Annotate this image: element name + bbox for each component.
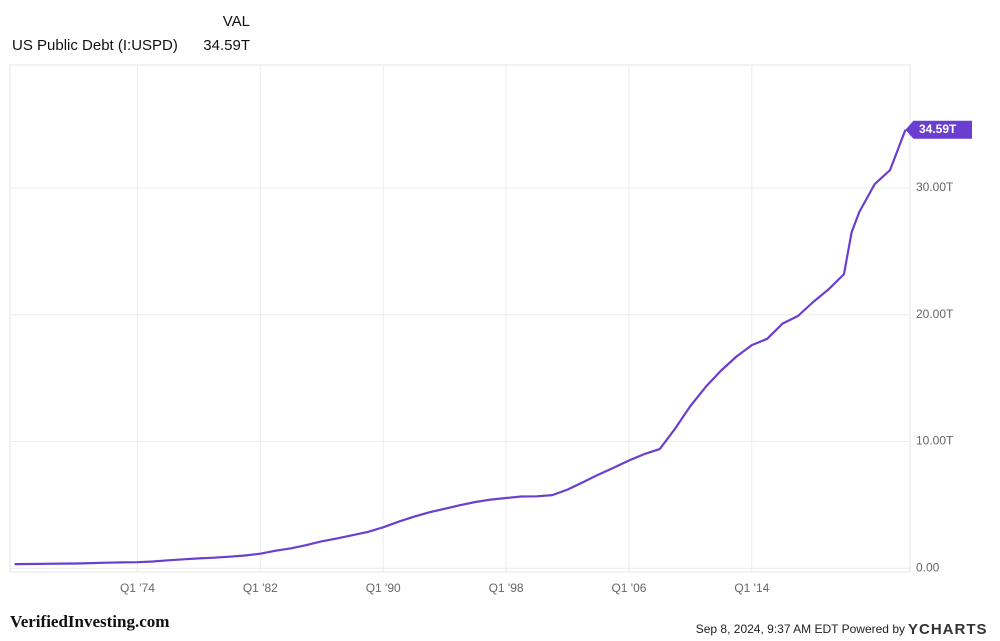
timestamp: Sep 8, 2024, 9:37 AM EDT Powered by (696, 622, 905, 636)
logo: YCHARTS (908, 621, 988, 638)
legend-value: 34.59T (203, 37, 250, 54)
y-tick-label: 30.00T (916, 180, 954, 194)
y-tick-label: 0.00 (916, 560, 940, 574)
legend-header: VAL (223, 13, 250, 30)
x-tick-label: Q1 '06 (611, 581, 646, 595)
x-tick-label: Q1 '90 (366, 581, 401, 595)
value-tag-label: 34.59T (919, 122, 957, 136)
y-tick-label: 10.00T (916, 434, 954, 448)
x-tick-label: Q1 '98 (489, 581, 524, 595)
series-line (14, 129, 907, 566)
x-tick-label: Q1 '82 (243, 581, 278, 595)
x-tick-label: Q1 '14 (734, 581, 769, 595)
legend-name: US Public Debt (I:USPD) (12, 37, 178, 54)
value-tag (905, 120, 972, 139)
x-tick-label: Q1 '74 (120, 581, 155, 595)
plot-frame (9, 64, 911, 573)
brand: VerifiedInvesting.com (10, 612, 169, 631)
y-tick-label: 20.00T (916, 307, 954, 321)
